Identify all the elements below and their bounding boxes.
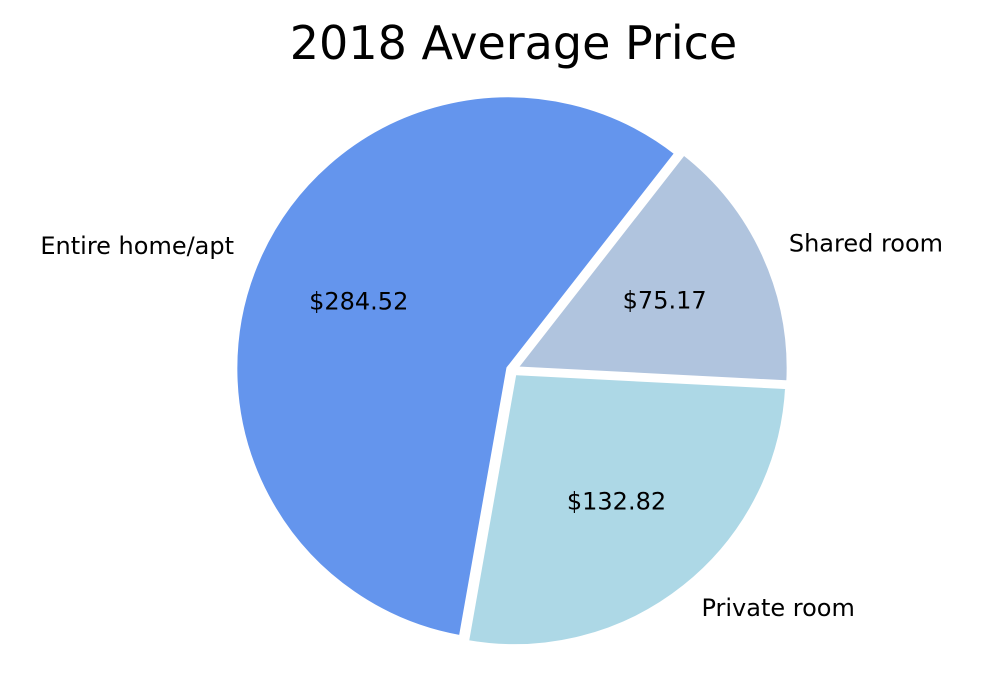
- pie-slice-entire-home-apt: [233, 93, 679, 640]
- slice-category-label: Entire home/apt: [40, 232, 234, 260]
- pie-slice-private-room: [464, 371, 790, 649]
- chart-title: 2018 Average Price: [289, 16, 738, 70]
- slice-value-label: $284.52: [309, 288, 408, 316]
- pie-slice-shared-room: [513, 151, 791, 385]
- slice-category-label: Private room: [701, 594, 854, 622]
- slice-category-label: Shared room: [789, 230, 943, 258]
- pie-labels: $284.52 Entire home/apt $132.82 Private roo…: [40, 230, 943, 622]
- slice-value-label: $75.17: [623, 286, 707, 314]
- slice-value-label: $132.82: [567, 487, 666, 515]
- pie-slices: [233, 93, 791, 649]
